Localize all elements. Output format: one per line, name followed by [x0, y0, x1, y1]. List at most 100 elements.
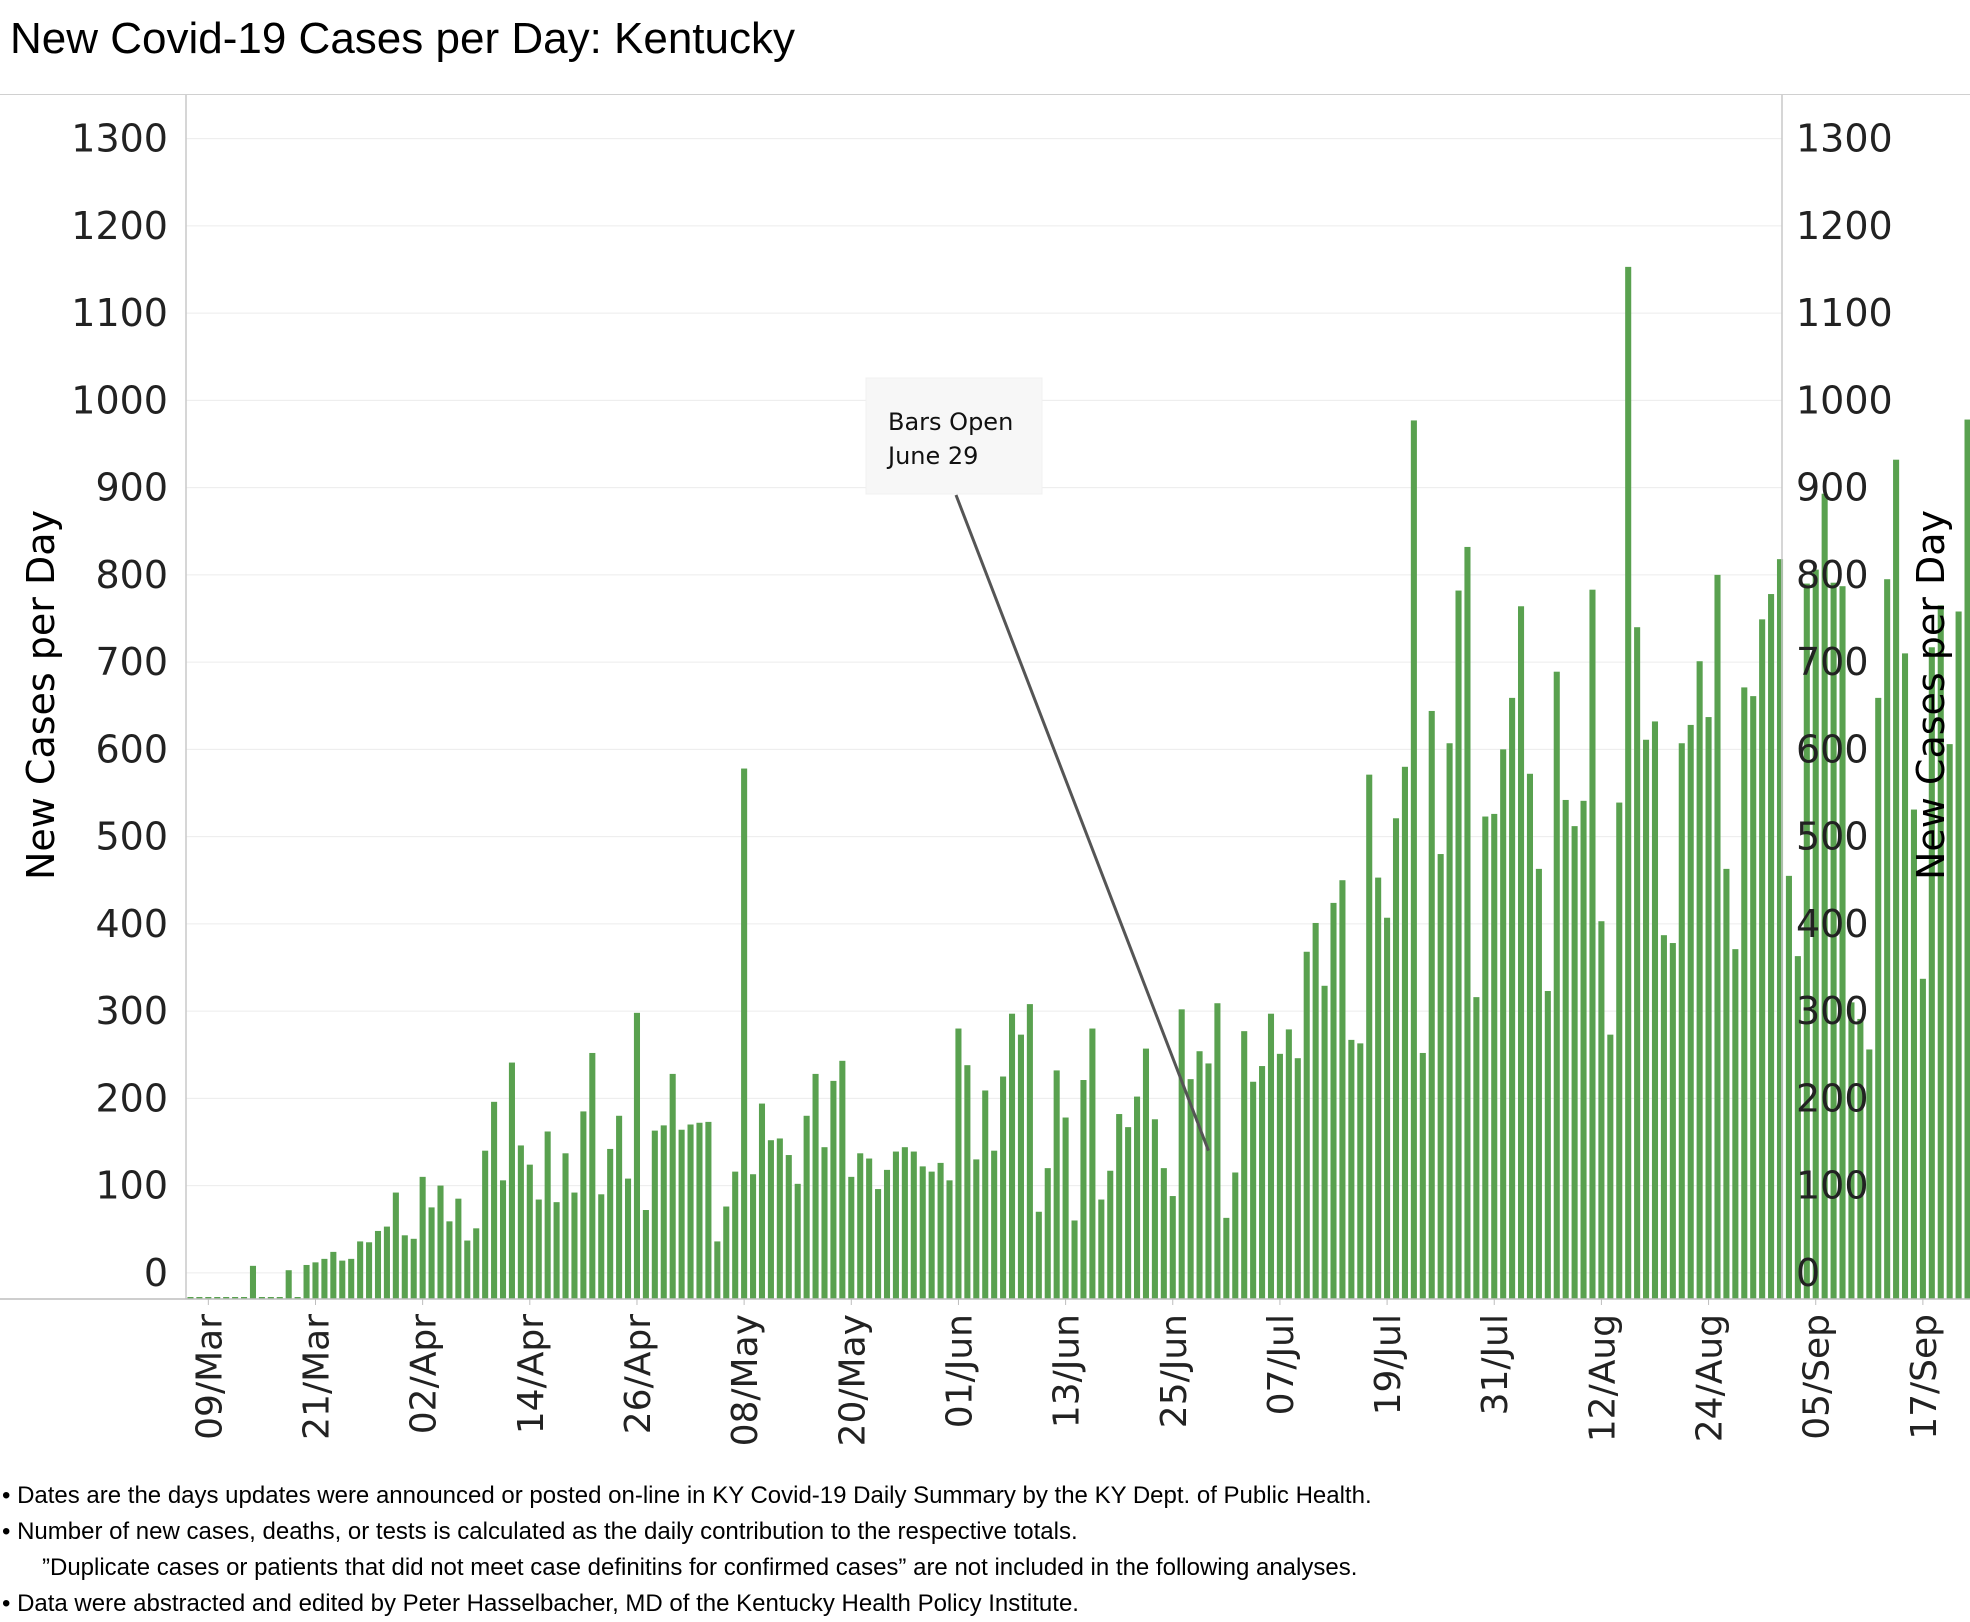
bar [1607, 1034, 1614, 1299]
bar [392, 1192, 399, 1299]
bar [812, 1073, 819, 1299]
bar [294, 1297, 301, 1299]
bar [1223, 1217, 1230, 1299]
bar [1884, 579, 1891, 1299]
bar [1741, 687, 1748, 1299]
bar [1241, 1031, 1248, 1299]
bar [1875, 697, 1882, 1299]
y-tick-label: 800 [1796, 553, 1869, 597]
bar [1473, 997, 1480, 1299]
bar [1250, 1081, 1257, 1299]
y-axis-title-right: New Cases per Day [1909, 510, 1953, 880]
bar [696, 1122, 703, 1299]
y-axis-title-left: New Cases per Day [19, 510, 63, 880]
bar [1196, 1051, 1203, 1299]
bar [857, 1153, 864, 1299]
bar [1669, 943, 1676, 1299]
title-divider [0, 94, 1970, 95]
bar [205, 1297, 212, 1299]
bar [562, 1153, 569, 1299]
bar [830, 1080, 837, 1299]
bar [1553, 671, 1560, 1299]
bar [633, 1012, 641, 1299]
bar [1080, 1080, 1087, 1299]
bar [1044, 1168, 1051, 1299]
bar [598, 1194, 605, 1299]
y-tick-label: 500 [95, 815, 168, 859]
bar [1428, 710, 1435, 1299]
bar [1116, 1114, 1123, 1299]
bar [1366, 774, 1373, 1299]
y-tick-label: 100 [95, 1164, 168, 1208]
x-tick-label: 19/Jul [1368, 1314, 1409, 1415]
bar [366, 1242, 373, 1299]
bars [187, 266, 1970, 1300]
y-tick-label: 300 [95, 989, 168, 1033]
bar [1125, 1127, 1132, 1299]
bar [687, 1124, 694, 1299]
bar [571, 1192, 578, 1299]
bar [1893, 459, 1900, 1300]
bar [1330, 902, 1337, 1299]
bar [1821, 493, 1828, 1299]
x-tick-label: 17/Sep [1904, 1314, 1945, 1440]
bar [1446, 743, 1453, 1299]
bar [339, 1260, 346, 1299]
annotation-pointer [954, 494, 1210, 1152]
bar [1634, 627, 1641, 1299]
y-tick-label: 400 [1796, 902, 1869, 946]
bar [544, 1131, 551, 1299]
bar [1053, 1070, 1060, 1299]
bar [1026, 1004, 1033, 1299]
x-tick-label: 14/Apr [511, 1314, 552, 1434]
bar [1267, 1013, 1275, 1299]
bar [1205, 1063, 1212, 1299]
bar [1134, 1096, 1141, 1299]
bar [526, 1164, 533, 1299]
footnote: • Data were abstracted and edited by Pet… [2, 1590, 1079, 1617]
footnotes: • Dates are the days updates were announ… [2, 1478, 1372, 1622]
bar [1526, 773, 1534, 1299]
y-tick-label: 700 [1796, 640, 1869, 684]
x-tick-label: 21/Mar [296, 1314, 337, 1440]
bar [821, 1147, 828, 1299]
x-tick-label: 07/Jul [1261, 1314, 1302, 1415]
bar [892, 1151, 899, 1299]
cases-bar-chart: New Cases per Day New Cases per Day 0 100 2… [0, 95, 1970, 1446]
bar [1455, 590, 1462, 1299]
y-tick-label: 100 [1796, 1164, 1869, 1208]
bar [1946, 744, 1953, 1299]
bar [991, 1150, 998, 1299]
bar [428, 1207, 435, 1299]
y-tick-label: 700 [95, 640, 168, 684]
y-tick-label: 1300 [71, 117, 168, 161]
bar [464, 1240, 471, 1299]
bar [1107, 1170, 1114, 1299]
bar [1768, 594, 1775, 1299]
bar [866, 1158, 873, 1299]
bar [723, 1206, 730, 1299]
y-tick-label: 600 [95, 727, 168, 771]
bar [1482, 816, 1489, 1299]
y-tick-label: 1000 [1796, 378, 1893, 422]
bar [1803, 583, 1810, 1299]
page-title: New Covid-19 Cases per Day: Kentucky [10, 14, 795, 63]
bar [473, 1228, 480, 1299]
bar [803, 1115, 810, 1299]
y-tick-label: 300 [1796, 989, 1869, 1033]
bar [1500, 749, 1507, 1299]
bar [1678, 743, 1685, 1299]
bar [383, 1226, 390, 1299]
y-tick-label: 1200 [1796, 204, 1893, 248]
footnote: ”Duplicate cases or patients that did no… [42, 1554, 1358, 1581]
bar [348, 1258, 355, 1299]
bar [374, 1230, 382, 1299]
bar [1232, 1172, 1239, 1299]
bar [482, 1150, 489, 1299]
bar [1178, 1009, 1185, 1299]
bar [1294, 1058, 1301, 1299]
bar [321, 1258, 328, 1299]
bar [1750, 696, 1757, 1299]
bar [312, 1262, 319, 1299]
bar [249, 1265, 257, 1299]
